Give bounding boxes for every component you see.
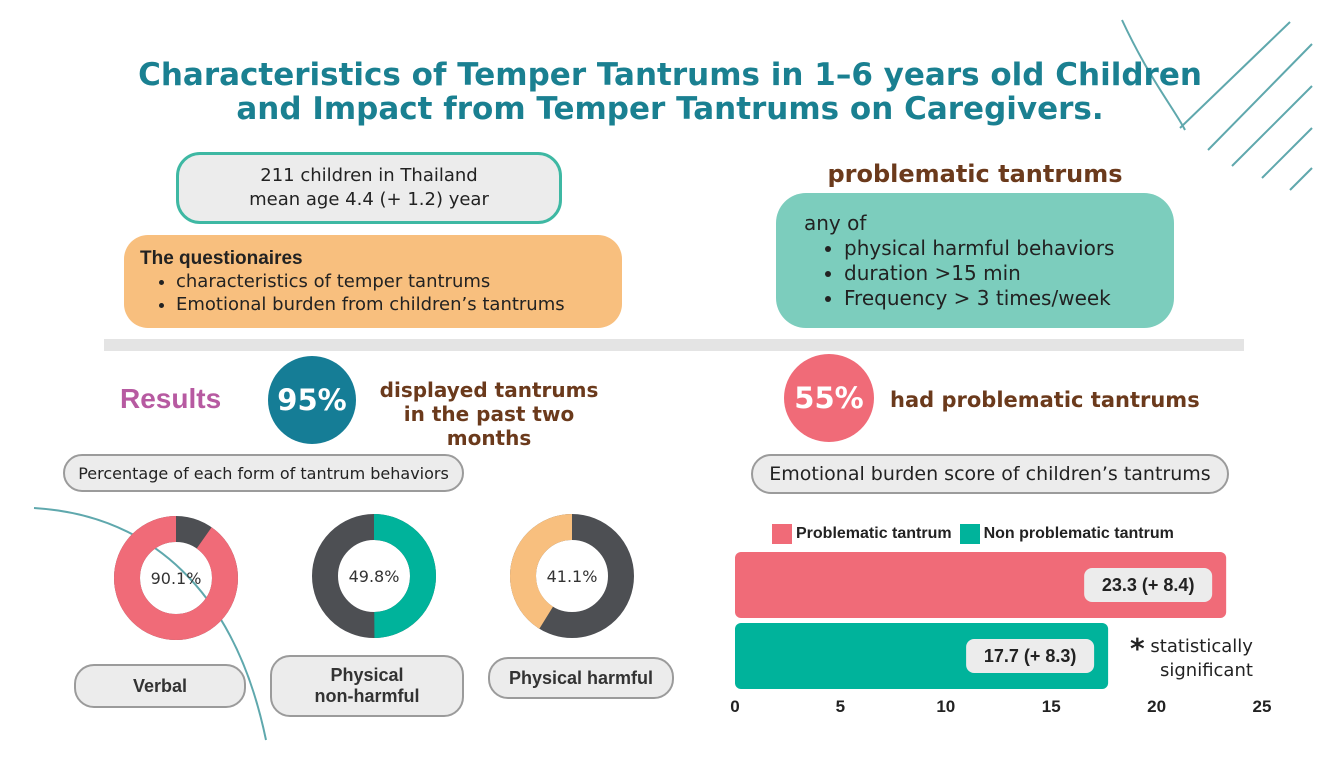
- significance-line-2: significant: [1159, 660, 1253, 681]
- displayed-percent-badge: 95%: [268, 356, 356, 444]
- donut-physical-non-harmful-value: 49.8%: [348, 567, 400, 586]
- percentage-chart-title: Percentage of each form of tantrum behav…: [63, 454, 464, 492]
- x-tick-label: 15: [1042, 697, 1061, 716]
- problematic-text: had problematic tantrums: [890, 388, 1200, 412]
- sample-line-2: mean age 4.4 (+ 1.2) year: [249, 189, 489, 210]
- physical-non-harmful-line-2: non-harmful: [314, 686, 420, 706]
- physical-harmful-label: Physical harmful: [488, 657, 674, 699]
- sample-line-1: 211 children in Thailand: [260, 165, 478, 186]
- questionnaire-item: characteristics of temper tantrums: [176, 270, 622, 293]
- problematic-definition-box: any of physical harmful behaviors durati…: [776, 193, 1174, 328]
- donut-verbal: [114, 516, 238, 640]
- donut-physical-harmful: [510, 514, 634, 638]
- donut-verbal-value: 90.1%: [150, 569, 202, 588]
- significance-line-1: statistically: [1150, 636, 1253, 657]
- physical-harmful-label-text: Physical harmful: [508, 667, 654, 688]
- asterisk-icon: *: [1130, 632, 1145, 665]
- x-tick-label: 20: [1147, 697, 1166, 716]
- bar-value-label: 23.3 (+ 8.4): [1102, 575, 1195, 595]
- bar-chart-legend: Problematic tantrum Non problematic tant…: [772, 524, 1174, 544]
- donut-physical-non-harmful: [312, 514, 436, 638]
- legend-label-problematic: Problematic tantrum: [796, 525, 952, 542]
- questionnaire-item: Emotional burden from children’s tantrum…: [176, 293, 622, 316]
- results-heading: Results: [120, 383, 222, 414]
- problematic-criteria-list: physical harmful behaviors duration >15 …: [804, 236, 1174, 311]
- significance-note: * statistically significant: [1130, 635, 1253, 682]
- donut-verbal-slice: [114, 516, 238, 640]
- verbal-label: Verbal: [74, 664, 246, 708]
- legend-swatch-problematic: [772, 524, 792, 544]
- questionnaires-title: The questionaires: [140, 248, 303, 269]
- displayed-text: displayed tantrums in the past two month…: [366, 378, 612, 450]
- displayed-text-line-2: in the past two months: [403, 402, 575, 450]
- questionnaires-box: The questionaires characteristics of tem…: [124, 235, 622, 328]
- x-tick-label: 5: [836, 697, 845, 716]
- displayed-text-line-1: displayed tantrums: [379, 378, 599, 402]
- x-tick-label: 10: [936, 697, 955, 716]
- problematic-percent-badge: 55%: [784, 354, 874, 442]
- donut-physical-harmful-slice: [510, 514, 634, 638]
- problematic-title: problematic tantrums: [827, 160, 1123, 188]
- questionnaires-list: characteristics of temper tantrums Emoti…: [140, 270, 622, 316]
- bar-value-label: 17.7 (+ 8.3): [984, 646, 1077, 666]
- physical-non-harmful-label: Physical non-harmful: [270, 655, 464, 717]
- section-divider: [104, 339, 1244, 351]
- criteria-item: Frequency > 3 times/week: [844, 286, 1174, 311]
- bar-value-label-bg: [1084, 568, 1213, 602]
- title-line-2: and Impact from Temper Tantrums on Careg…: [236, 91, 1104, 127]
- x-tick-label: 0: [730, 697, 739, 716]
- donut-physical-harmful-value: 41.1%: [546, 567, 598, 586]
- legend-label-non-problematic: Non problematic tantrum: [983, 525, 1174, 542]
- verbal-label-text: Verbal: [132, 675, 188, 696]
- sample-info-box: 211 children in Thailand mean age 4.4 (+…: [176, 152, 562, 224]
- emotional-chart-title: Emotional burden score of children’s tan…: [751, 454, 1229, 494]
- donut-physical-non-harmful-slice: [312, 514, 436, 638]
- x-tick-label: 25: [1253, 697, 1272, 716]
- title-line-1: Characteristics of Temper Tantrums in 1–…: [138, 57, 1202, 93]
- criteria-item: physical harmful behaviors: [844, 236, 1174, 261]
- emotional-burden-bar-chart: 23.3 (+ 8.4) 17.7 (+ 8.3) 0 5 10 15 20 25: [730, 552, 1272, 716]
- physical-non-harmful-line-1: Physical: [330, 665, 404, 685]
- criteria-item: duration >15 min: [844, 261, 1174, 286]
- problematic-intro: any of: [804, 210, 867, 235]
- page-title: Characteristics of Temper Tantrums in 1–…: [60, 58, 1280, 126]
- bar-value-label-bg: [966, 639, 1095, 673]
- legend-swatch-non-problematic: [959, 524, 980, 544]
